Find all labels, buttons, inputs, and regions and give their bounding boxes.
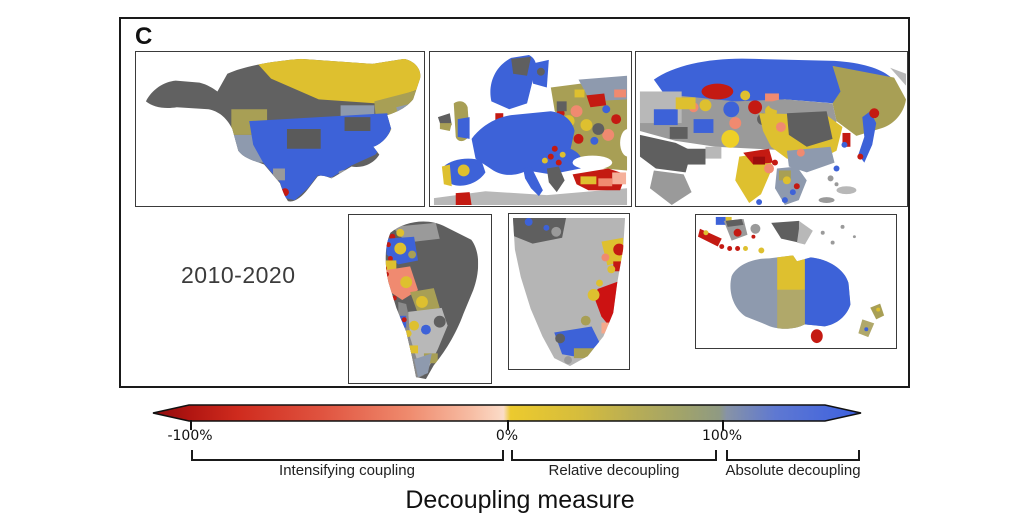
tick-label-100: 100% <box>701 428 743 444</box>
range-label-absolute-decoupling: Absolute decoupling <box>725 462 861 479</box>
north-america-map <box>145 58 421 202</box>
oceania-map <box>697 216 885 344</box>
inset-south-america <box>348 214 492 384</box>
asia-map <box>639 58 907 206</box>
colorbar <box>152 404 862 422</box>
south-america-regions <box>385 221 479 380</box>
europe-map <box>433 54 631 206</box>
oceania-regions <box>697 216 885 344</box>
inset-africa <box>508 213 630 370</box>
tick-label-zero: 0% <box>495 428 519 444</box>
bracket-absolute-decoupling <box>726 450 860 461</box>
europe-regions <box>433 54 631 206</box>
bracket-intensifying-coupling <box>191 450 504 461</box>
asia-regions <box>639 58 907 206</box>
range-label-intensifying-coupling: Intensifying coupling <box>279 462 415 479</box>
tick-label-neg100: -100% <box>167 428 213 444</box>
inset-europe <box>429 51 632 207</box>
legend-title: Decoupling measure <box>405 486 635 514</box>
inset-asia <box>635 51 908 207</box>
africa-regions <box>512 217 626 367</box>
bracket-relative-decoupling <box>511 450 717 461</box>
inset-north-america <box>135 51 425 207</box>
colorbar-arrow <box>152 404 862 422</box>
tick-neg100 <box>190 420 192 430</box>
period-label: 2010-2020 <box>181 262 296 288</box>
inset-oceania <box>695 214 897 349</box>
tick-100 <box>722 420 724 430</box>
outer-panel: C 2010-2020 <box>119 17 910 388</box>
south-america-map <box>385 221 479 380</box>
range-label-relative-decoupling: Relative decoupling <box>548 462 680 479</box>
panel-label: C <box>135 23 153 50</box>
africa-map <box>512 217 626 367</box>
tick-zero <box>507 420 509 430</box>
north-america-regions <box>145 58 421 202</box>
